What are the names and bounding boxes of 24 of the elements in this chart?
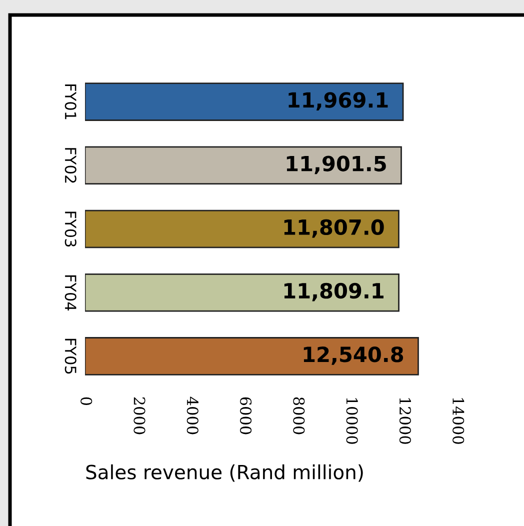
data-label: 11,969.1 — [288, 92, 388, 111]
y-tick-label: FY03 — [64, 212, 76, 247]
bar — [85, 337, 419, 376]
y-tick-label: FY01 — [64, 84, 76, 120]
y-tick-label: FY05 — [64, 338, 76, 374]
x-tick-label: 4000 — [186, 396, 198, 434]
bar — [85, 210, 400, 248]
bar — [85, 146, 402, 185]
data-label: 11,807.0 — [284, 219, 384, 238]
x-tick-label: 6000 — [240, 397, 252, 434]
x-tick-label: 0 — [80, 397, 92, 406]
x-tick-label: 10000 — [346, 398, 358, 444]
x-axis-title: Sales revenue (Rand million) — [86, 464, 363, 482]
x-tick-label: 8000 — [293, 397, 305, 434]
x-tick-label: 12000 — [399, 398, 411, 444]
y-tick-label: FY04 — [64, 275, 76, 311]
bar — [85, 273, 400, 312]
x-tick-label: 14000 — [452, 398, 464, 444]
data-label: 12,540.8 — [304, 346, 404, 365]
data-label: 11,901.5 — [286, 156, 386, 174]
bar — [85, 82, 404, 121]
data-label: 11,809.1 — [284, 282, 384, 302]
y-tick-label: FY02 — [64, 148, 76, 183]
x-tick-label: 2000 — [134, 397, 146, 434]
